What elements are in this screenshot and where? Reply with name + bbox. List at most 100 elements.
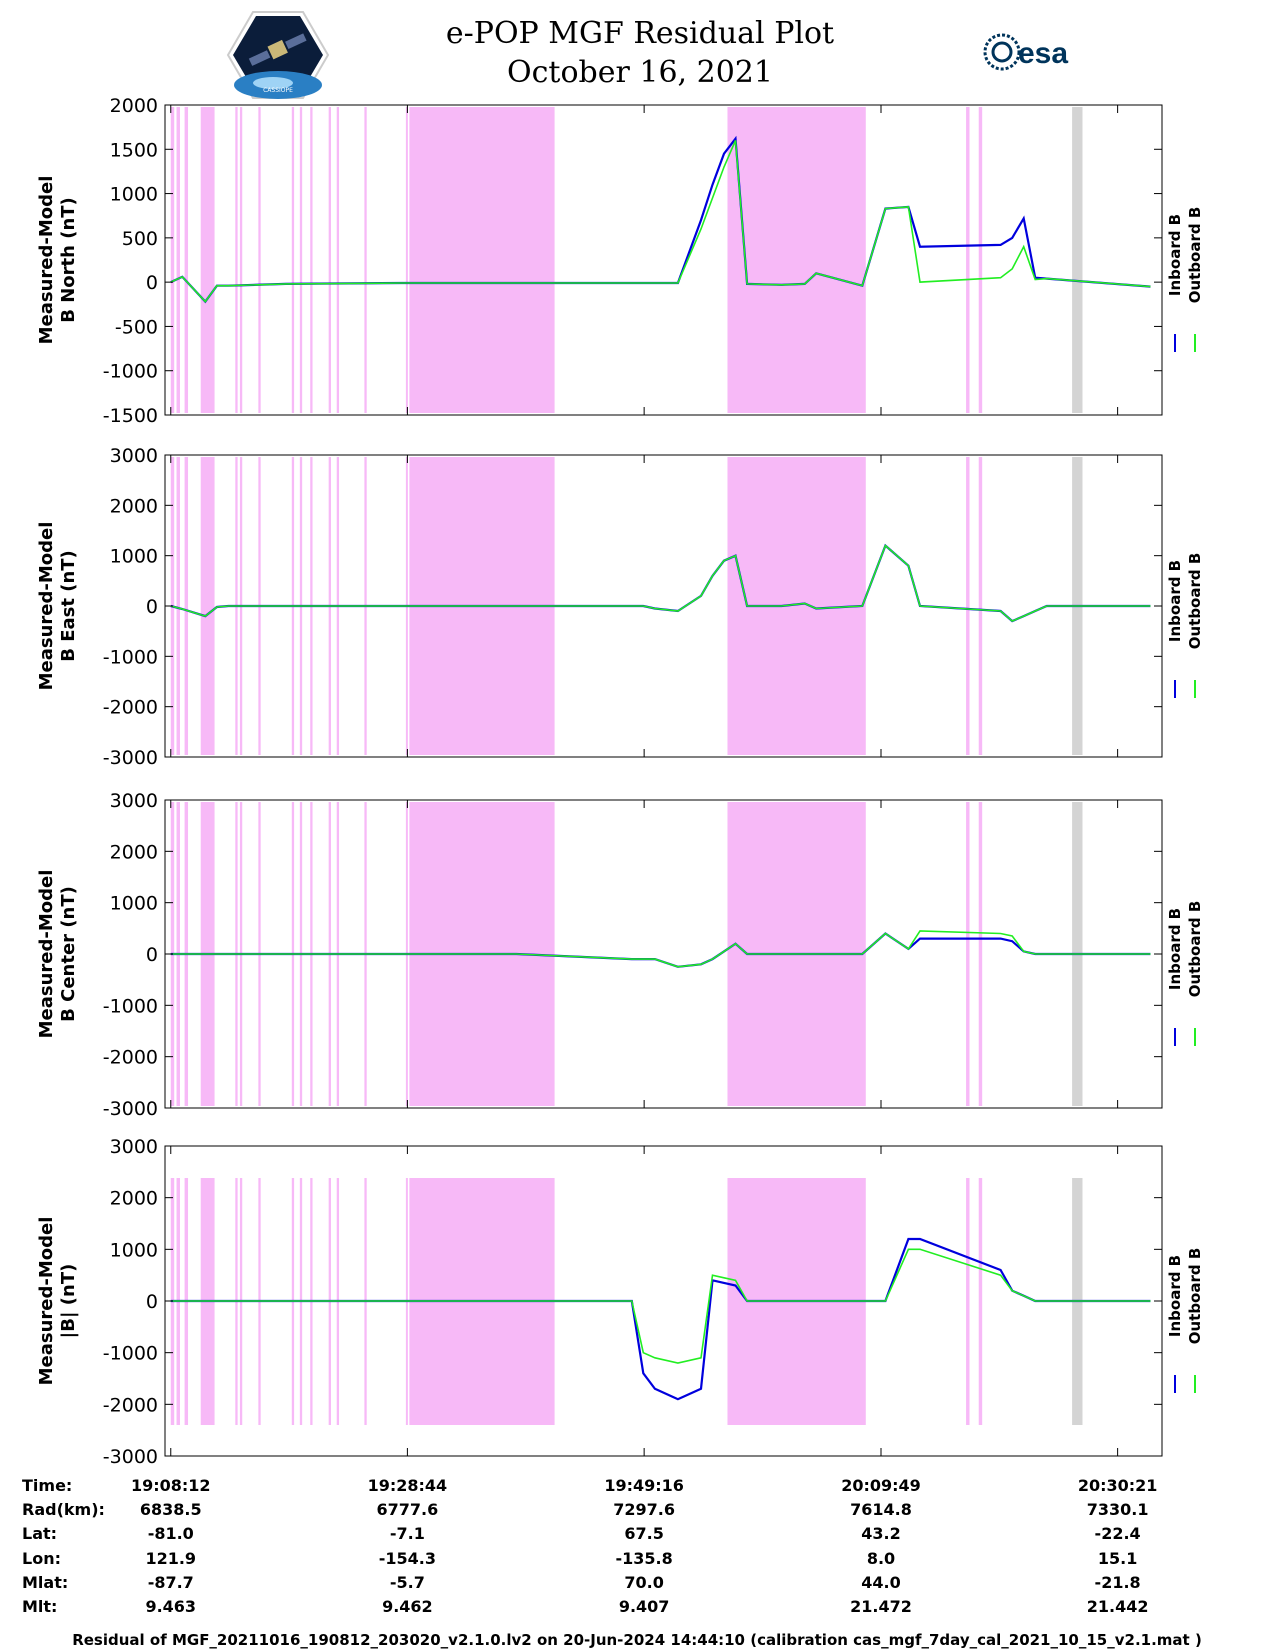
data-gap-shade (310, 107, 313, 413)
data-gap-shade (328, 107, 331, 413)
data-gap-shade (966, 802, 970, 1106)
data-gap-shade (405, 107, 408, 413)
legend-labels: Inboard B Outboard B (1166, 901, 1204, 998)
row-label-rad: Rad(km): (22, 1500, 105, 1519)
orbit-mlat-value: -5.7 (390, 1573, 425, 1592)
y-tick-label: -2000 (103, 697, 158, 719)
y-tick-label: 1000 (110, 184, 158, 206)
data-gap-shade (258, 107, 261, 413)
row-label-lat: Lat: (22, 1524, 57, 1543)
y-axis-label-line: B Center (nT) (58, 886, 79, 1022)
y-tick-label: -1500 (103, 405, 158, 427)
data-gap-shade (966, 107, 970, 413)
data-gap-shade (978, 1178, 983, 1425)
y-axis-label: Measured-Model B North (nT) (36, 176, 79, 345)
data-gap-shade (978, 457, 983, 755)
legend-labels: Inboard B Outboard B (1166, 207, 1204, 304)
satellite-icon (248, 33, 307, 66)
y-tick-label: -2000 (103, 1047, 158, 1069)
y-tick-label: 2000 (110, 841, 158, 863)
row-label-mlt: Mlt: (22, 1597, 57, 1616)
legend: Inboard B Outboard B (1166, 1248, 1204, 1393)
y-tick-label: 0 (146, 944, 158, 966)
orbit-lon-value: -135.8 (616, 1549, 673, 1568)
data-gap-shade (184, 457, 189, 755)
orbit-rad-value: 7614.8 (850, 1500, 912, 1519)
orbit-time-value: 19:49:16 (604, 1476, 684, 1495)
orbit-lon-value: 15.1 (1098, 1549, 1137, 1568)
y-axis-label-line: Measured-Model (36, 176, 57, 345)
data-gap-shade (176, 107, 180, 413)
orbit-lat-value: 67.5 (624, 1524, 663, 1543)
legend-inboard-label: Inboard B (1166, 1255, 1184, 1337)
orbit-mlt-value: 9.462 (382, 1597, 433, 1616)
series-line-outboard (170, 930, 1151, 968)
series-line-outboard (170, 140, 1151, 303)
y-tick-label: 3000 (110, 1136, 158, 1158)
legend-outboard-label: Outboard B (1186, 207, 1204, 304)
orbit-mlt-value: 9.407 (619, 1597, 670, 1616)
orbit-time-value: 19:08:12 (131, 1476, 211, 1495)
data-gap-shade (170, 107, 175, 413)
plot-date: October 16, 2021 (507, 55, 773, 90)
cassiope-logo-text: CASSIOPE (263, 87, 293, 94)
legend: Inboard B Outboard B (1166, 553, 1204, 698)
y-axis-label-line: B East (nT) (58, 550, 79, 662)
orbit-rad-value: 7330.1 (1087, 1500, 1149, 1519)
series-line-inboard (170, 1237, 1151, 1401)
y-tick-label: 0 (146, 272, 158, 294)
orbit-lon-value: 121.9 (145, 1549, 196, 1568)
gray-shade (1072, 107, 1083, 413)
orbit-rad-value: 6838.5 (140, 1500, 202, 1519)
y-tick-label: 3000 (110, 445, 158, 467)
panel-1: 3000 2000 1000 0 -1000 -2000 -3000 Measured-Mod… (36, 445, 1204, 769)
data-gap-shade (364, 107, 367, 413)
y-axis-label: Measured-Model B East (nT) (36, 522, 79, 691)
data-gap-shade (727, 107, 866, 413)
y-tick-label: 0 (146, 596, 158, 618)
y-tick-label: -1000 (103, 646, 158, 668)
panels: 2000 1500 1000 500 0 -500 -1000 -1500 Measured-M… (36, 95, 1204, 1468)
y-tick-label: -1000 (103, 995, 158, 1017)
y-tick-label: -3000 (103, 1098, 158, 1120)
orbit-mlat-value: 44.0 (861, 1573, 900, 1592)
y-axis-label-line: Measured-Model (36, 1217, 57, 1386)
panel-2: 3000 2000 1000 0 -1000 -2000 -3000 Measured-Mod… (36, 790, 1204, 1120)
data-gap-shade (235, 107, 238, 413)
y-axis-label-line: Measured-Model (36, 522, 57, 691)
y-axis-label-line: B North (nT) (58, 197, 79, 323)
orbit-time-value: 19:28:44 (368, 1476, 448, 1495)
y-tick-label: 1500 (110, 139, 158, 161)
data-gap-shade (966, 457, 970, 755)
y-tick-label: 1000 (110, 893, 158, 915)
y-tick-label: 1000 (110, 546, 158, 568)
y-tick-label: 1000 (110, 1239, 158, 1261)
cassiope-logo: CASSIOPE (226, 11, 330, 99)
orbit-mlt-value: 21.442 (1087, 1597, 1149, 1616)
panel-0: 2000 1500 1000 500 0 -500 -1000 -1500 Measured-M… (36, 95, 1204, 427)
orbit-mlat-value: -87.7 (148, 1573, 194, 1592)
header: CASSIOPE e-POP MGF Residual Plot October… (226, 11, 1068, 99)
orbit-lat-value: -7.1 (390, 1524, 425, 1543)
series-line-inboard (170, 135, 1151, 304)
y-axis-label-line: Measured-Model (36, 870, 57, 1039)
legend-labels: Inboard B Outboard B (1166, 553, 1204, 650)
y-tick-label: 2000 (110, 495, 158, 517)
footer-note: Residual of MGF_20211016_190812_203020_v… (72, 1631, 1202, 1649)
y-axis-label: Measured-Model |B| (nT) (36, 1217, 79, 1386)
data-gap-shade (336, 107, 340, 413)
orbit-mlat-value: -21.8 (1095, 1573, 1141, 1592)
y-axis-label: Measured-Model B Center (nT) (36, 870, 79, 1039)
orbit-info-table: Time: Rad(km): Lat: Lon: Mlat: Mlt: 19:0… (22, 1476, 1157, 1616)
plot-title: e-POP MGF Residual Plot (446, 16, 834, 51)
data-gap-shade (291, 107, 295, 413)
esa-logo: esa (983, 33, 1068, 71)
esa-logo-text: esa (1018, 37, 1068, 70)
y-tick-label: 0 (146, 1291, 158, 1313)
y-tick-label: -500 (115, 316, 158, 338)
data-gap-shade (966, 1178, 970, 1425)
data-gap-shade (299, 107, 303, 413)
data-gap-shade (200, 457, 215, 755)
plot-frame (164, 104, 1163, 416)
